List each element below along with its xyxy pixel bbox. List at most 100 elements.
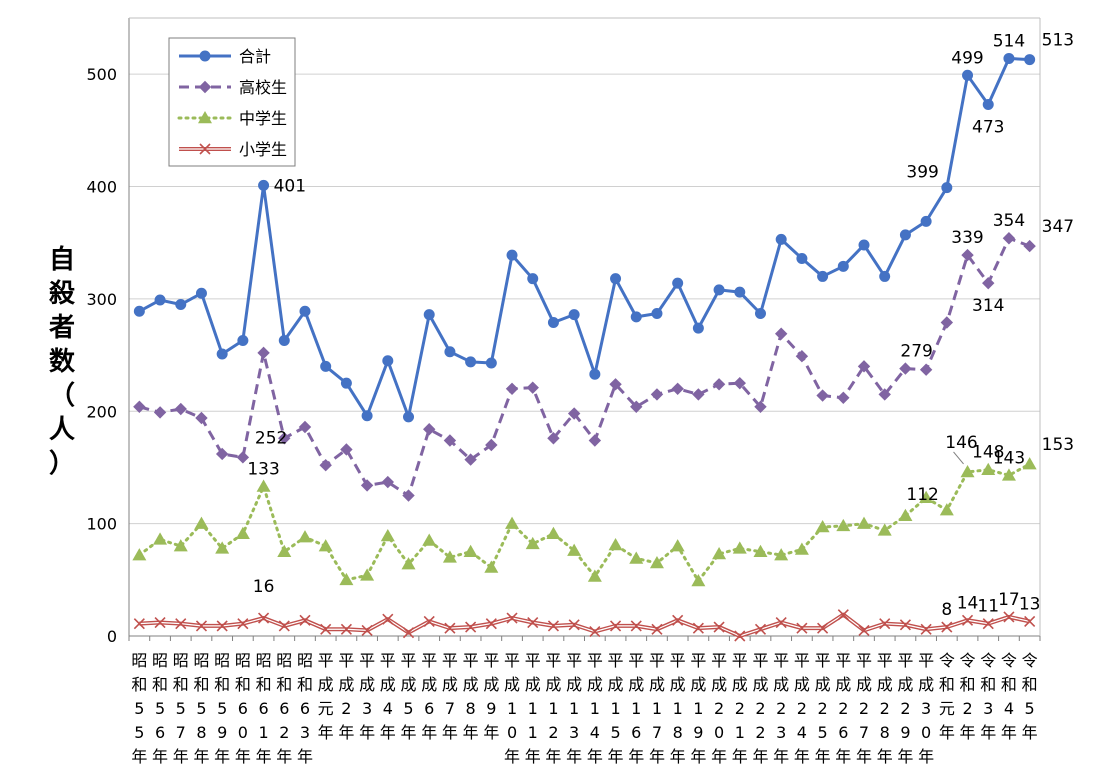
point-total-27: [692, 322, 704, 334]
point-high-43: [1023, 239, 1036, 253]
point-middle-17: [484, 560, 499, 573]
data-label-high-39: 279: [900, 342, 932, 362]
point-elem-26: [672, 614, 684, 626]
point-total-6: [258, 179, 270, 191]
legend-marker-elem: [199, 143, 211, 155]
data-label-total-42: 514: [993, 31, 1025, 51]
point-elem-5: [237, 618, 249, 630]
x-tick-label-3: 昭和 5 8 年: [193, 651, 209, 766]
marker-stroke: [920, 623, 932, 635]
marker-stroke: [320, 623, 332, 635]
point-elem-4: [216, 620, 228, 632]
point-middle-36: [877, 523, 892, 536]
point-total-34: [837, 260, 849, 272]
point-elem-8: [299, 614, 311, 626]
x-tick-label-41: 令和 3 年: [980, 651, 996, 742]
point-elem-43: [1024, 615, 1036, 627]
point-elem-37: [899, 619, 911, 631]
point-elem-31: [775, 616, 787, 629]
point-high-31: [774, 327, 788, 340]
data-label-high-43: 347: [1042, 217, 1074, 237]
x-tick-label-7: 昭和 6 2 年: [276, 651, 292, 766]
point-elem-10: [340, 623, 352, 635]
x-tick-label-4: 昭和 5 9 年: [214, 651, 230, 766]
point-total-18: [506, 249, 518, 261]
point-middle-19: [525, 536, 540, 550]
data-label-high-42: 354: [993, 211, 1025, 231]
point-middle-35: [857, 516, 872, 529]
data-label-total-41: 473: [972, 118, 1004, 138]
marker-stroke: [672, 614, 684, 626]
point-middle-16: [463, 544, 478, 557]
point-middle-22: [587, 569, 602, 582]
series-middle: [132, 457, 1037, 587]
marker-stroke: [133, 618, 145, 630]
point-middle-11: [360, 568, 375, 581]
point-middle-5: [235, 526, 250, 539]
x-tick-label-36: 平成 2 8 年: [877, 651, 893, 766]
point-high-2: [174, 402, 187, 416]
marker-stroke: [340, 623, 352, 635]
point-middle-37: [898, 508, 913, 522]
x-tick-label-5: 昭和 6 0 年: [235, 651, 251, 766]
data-label-middle-40: 146: [945, 433, 977, 453]
legend-label-high: 高校生: [239, 78, 287, 97]
point-middle-13: [401, 557, 416, 570]
series-high: [133, 232, 1036, 502]
point-elem-18: [506, 612, 518, 624]
x-tick-label-12: 平成 4 年: [380, 651, 396, 742]
point-high-33: [816, 389, 829, 402]
series-elem: [133, 609, 1036, 642]
point-elem-36: [879, 618, 891, 630]
point-elem-9: [320, 623, 332, 635]
point-middle-0: [132, 548, 147, 561]
point-high-40: [961, 248, 974, 262]
point-middle-21: [567, 543, 582, 556]
point-middle-28: [712, 546, 727, 560]
point-high-23: [609, 378, 622, 391]
point-total-8: [299, 305, 311, 317]
marker-stroke: [527, 616, 539, 629]
x-tick-label-37: 平成 2 9 年: [897, 651, 913, 766]
point-elem-16: [465, 621, 477, 633]
data-label-elem-41: 11: [977, 597, 999, 617]
series-line-inner-elem: [139, 614, 1030, 637]
x-tick-label-18: 平成 1 0 年: [504, 651, 520, 766]
point-total-39: [941, 182, 953, 194]
point-middle-18: [505, 516, 520, 529]
marker-stroke: [630, 620, 642, 632]
point-middle-20: [546, 526, 561, 539]
x-tick-label-42: 令和 4 年: [1001, 651, 1017, 742]
marker-stroke: [361, 624, 373, 636]
point-elem-17: [485, 618, 497, 630]
point-elem-11: [361, 624, 373, 636]
point-middle-34: [836, 518, 851, 532]
point-high-39: [940, 316, 954, 329]
point-total-4: [216, 348, 228, 360]
point-total-36: [879, 270, 891, 282]
series-total: [133, 52, 1036, 423]
point-total-40: [962, 69, 974, 81]
point-elem-41: [982, 618, 994, 630]
point-total-19: [527, 273, 539, 285]
x-tick-label-34: 平成 2 6 年: [835, 651, 851, 766]
x-tick-label-9: 平成元年: [318, 651, 334, 742]
point-total-5: [237, 334, 249, 346]
data-labels: 401 399 499 473 514 513 252 279 339 314 354 347 133 1…: [247, 31, 1074, 620]
point-high-28: [712, 378, 726, 391]
point-elem-1: [154, 616, 166, 629]
point-total-17: [485, 357, 497, 369]
point-high-13: [402, 489, 415, 502]
x-tick-label-6: 昭和 6 1 年: [256, 651, 272, 766]
point-elem-21: [568, 619, 580, 631]
x-tick-label-10: 平成 2 年: [338, 651, 354, 742]
point-high-21: [567, 407, 581, 420]
point-high-24: [630, 400, 643, 413]
data-label-elem-40: 14: [957, 593, 979, 613]
data-label-high-40: 339: [951, 228, 983, 248]
point-total-22: [589, 368, 601, 380]
data-label-middle-43: 153: [1042, 435, 1074, 455]
marker-stroke: [199, 143, 211, 155]
